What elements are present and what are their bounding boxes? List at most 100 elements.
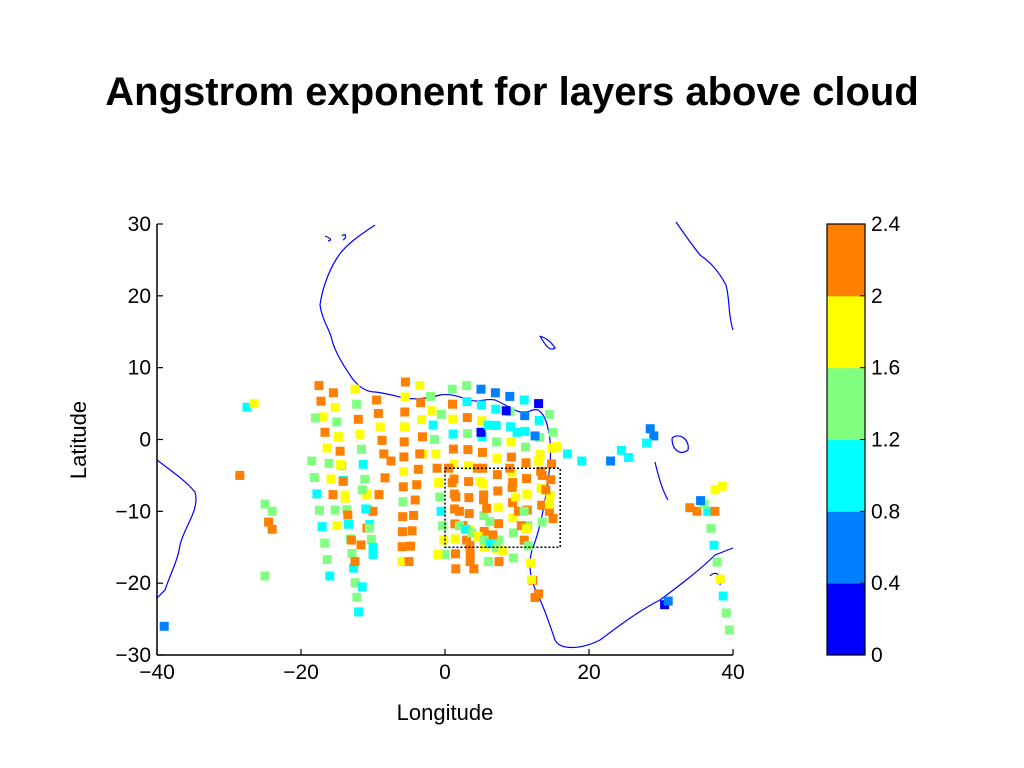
data-point-track-8-0 (415, 449, 425, 459)
data-point-track-24-0 (534, 456, 544, 466)
data-point-40 (508, 553, 518, 563)
data-point-track-16-0 (505, 391, 515, 401)
data-point-track-17-4 (521, 458, 531, 468)
y-axis-label: Latitude (66, 401, 91, 479)
data-point-track-0-11 (347, 549, 357, 558)
data-point-track-1-3 (355, 429, 365, 439)
data-point-track-3-4 (379, 449, 389, 459)
y-tick-label: 10 (128, 357, 151, 380)
data-point-track-12-0 (447, 384, 457, 394)
data-point-track-9-2 (312, 489, 322, 499)
data-point-track-6-7 (435, 492, 445, 502)
data-point-track-4-5 (399, 452, 409, 462)
data-point-track-4-0 (400, 377, 410, 387)
data-point-track-25-5 (485, 539, 495, 549)
colorbar-tick-labels: 0 0.4 0.8 1.2 1.6 2 2.4 (871, 213, 901, 667)
data-point-track-26-7 (724, 625, 734, 635)
data-point-track-8-3 (410, 495, 420, 505)
data-point-track-0-2 (332, 417, 342, 427)
y-tick-label: 0 (139, 429, 151, 452)
data-point-track-0-14 (352, 592, 362, 602)
data-point-16 (624, 453, 634, 462)
data-point-track-22-2 (511, 492, 521, 502)
data-point-track-0-0 (328, 388, 338, 398)
data-point-track-14-2 (477, 416, 487, 426)
data-point-track-19-4 (545, 491, 555, 500)
data-point-track-20-5 (462, 535, 472, 545)
data-point-track-2-7 (328, 490, 338, 500)
data-point-track-5-2 (417, 415, 427, 425)
data-point-41 (433, 549, 443, 559)
data-point-track-24-3 (544, 499, 554, 509)
data-point-track-17-2 (520, 426, 530, 436)
data-point-track-26-1 (706, 523, 716, 533)
data-point-track-6-5 (432, 463, 442, 473)
data-point-track-16-8 (508, 513, 518, 523)
x-tick-label: −20 (283, 661, 319, 684)
data-point-track-6-6 (434, 478, 443, 488)
data-point-track-14-4 (477, 447, 487, 457)
data-point-track-8-1 (413, 464, 423, 474)
data-point-track-17-5 (522, 474, 531, 484)
data-point-track-6-11 (440, 549, 450, 559)
data-point-track-6-10 (439, 535, 449, 545)
data-point-track-21-3 (482, 503, 492, 513)
data-point-track-19-2 (547, 459, 557, 469)
data-point-track-13-1 (462, 397, 472, 407)
data-point-8 (159, 621, 169, 631)
data-point-track-16-4 (506, 452, 516, 462)
data-point-track-12-2 (448, 414, 458, 424)
data-point-track-18-1 (534, 416, 544, 425)
data-point-track-8-2 (412, 480, 422, 490)
data-point-track-25-2 (467, 528, 477, 538)
data-point-track-22-4 (516, 521, 526, 531)
data-point-9 (310, 413, 320, 423)
coastline-5 (654, 461, 669, 501)
data-point-track-2-6 (326, 474, 336, 484)
data-points (159, 377, 734, 635)
data-point-track-16-9 (508, 528, 518, 538)
coastline-1 (675, 221, 734, 331)
data-point-track-26-3 (712, 557, 722, 567)
data-point-track-25-1 (461, 524, 471, 534)
data-point-track-8-6 (406, 541, 415, 551)
data-point-track-9-0 (307, 456, 317, 466)
data-point-track-13-11 (465, 557, 475, 567)
data-point-track-12-4 (448, 444, 458, 454)
data-point-4 (267, 506, 277, 516)
data-point-track-9-4 (317, 522, 327, 532)
data-point-track-4-7 (398, 482, 408, 492)
data-point-track-12-1 (448, 399, 457, 409)
data-point-track-4-3 (400, 422, 409, 432)
data-point-track-7-0 (386, 456, 396, 466)
data-point-track-3-0 (372, 395, 382, 405)
data-point-track-13-4 (463, 445, 473, 455)
y-tick-label: 20 (128, 285, 151, 308)
data-point-track-13-10 (465, 541, 475, 551)
coastline-7 (324, 235, 332, 242)
data-point-track-0-12 (349, 563, 359, 573)
data-point-track-7-3 (368, 506, 378, 516)
data-point-track-0-1 (330, 402, 340, 412)
data-point-track-9-5 (320, 538, 330, 548)
data-point-track-13-8 (464, 509, 474, 519)
data-point-23 (685, 503, 695, 513)
data-point-track-1-4 (357, 444, 366, 454)
data-point-track-22-1 (508, 478, 518, 488)
data-point-track-10-0 (357, 485, 367, 495)
data-point-track-25-4 (479, 535, 489, 545)
data-point-track-7-2 (374, 490, 384, 500)
data-point-34 (512, 427, 522, 437)
data-point-track-23-3 (526, 558, 536, 568)
colorbar-tick-label: 2 (871, 285, 883, 308)
data-point-track-0-15 (354, 607, 364, 617)
data-point-2 (235, 470, 245, 480)
data-point-track-20-7 (469, 564, 479, 574)
data-point-track-0-3 (333, 432, 343, 442)
data-point-7 (260, 571, 270, 581)
data-point-track-15-8 (494, 519, 504, 529)
data-point-track-17-6 (522, 489, 532, 499)
data-point-track-12-8 (450, 504, 460, 514)
data-point-track-21-7 (494, 557, 504, 567)
data-point-track-2-2 (318, 412, 328, 422)
